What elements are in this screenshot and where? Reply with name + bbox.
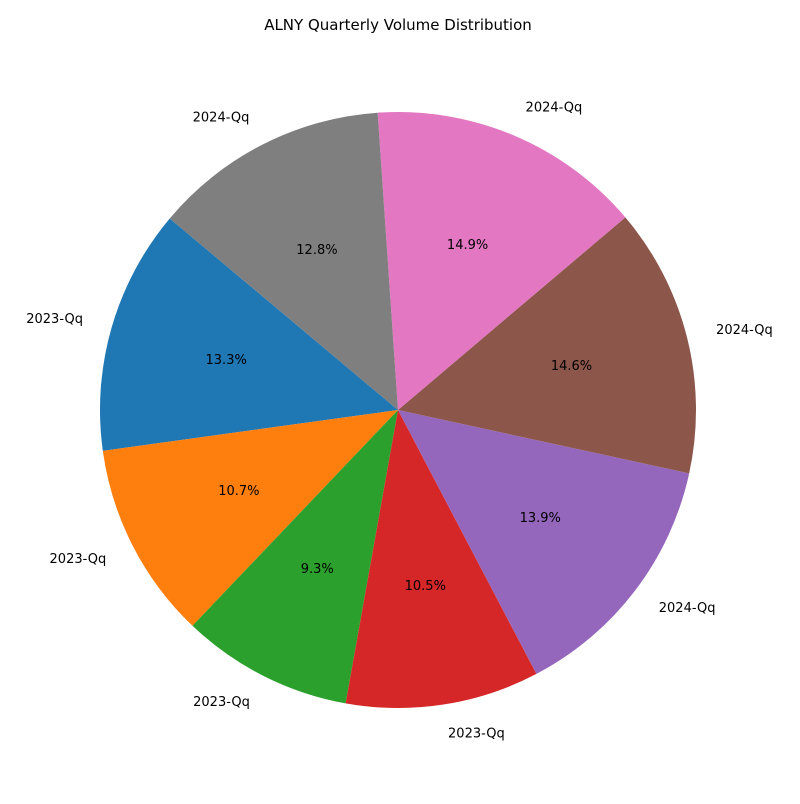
slice-category-label: 2024-Qq <box>526 101 583 116</box>
slice-percent-label: 9.3% <box>301 562 334 577</box>
slice-category-label: 2023-Qq <box>193 695 250 710</box>
slice-category-label: 2024-Qq <box>716 323 773 338</box>
slice-percent-label: 14.6% <box>551 359 592 374</box>
slice-category-label: 2023-Qq <box>26 312 83 327</box>
slice-category-label: 2024-Qq <box>659 601 716 616</box>
slice-percent-label: 14.9% <box>447 238 488 253</box>
slice-percent-label: 10.7% <box>218 484 259 499</box>
slice-percent-label: 10.5% <box>405 579 446 594</box>
chart-title: ALNY Quarterly Volume Distribution <box>264 16 532 34</box>
slice-percent-label: 12.8% <box>296 243 337 258</box>
slice-percent-label: 13.3% <box>206 353 247 368</box>
slice-category-label: 2024-Qq <box>193 110 250 125</box>
slice-category-label: 2023-Qq <box>50 552 107 567</box>
slice-percent-label: 13.9% <box>520 511 561 526</box>
slice-category-label: 2023-Qq <box>448 726 505 741</box>
pie-slices <box>100 112 696 708</box>
